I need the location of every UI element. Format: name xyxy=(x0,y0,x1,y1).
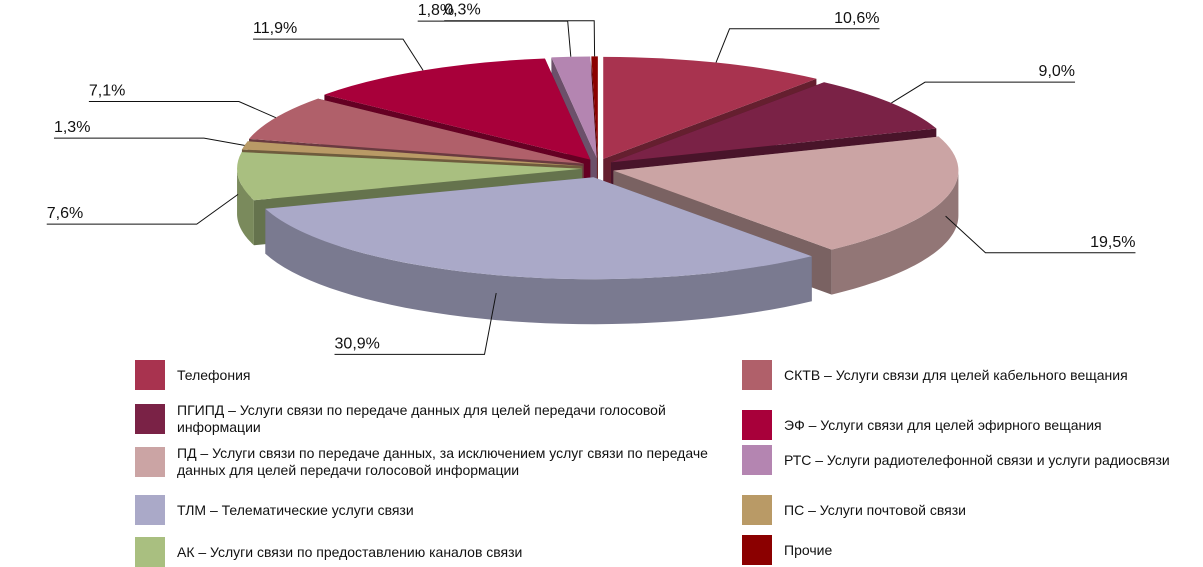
legend-swatch xyxy=(742,410,772,440)
legend-label: Телефония xyxy=(177,366,251,383)
legend-item: ПС – Услуги почтовой связи xyxy=(742,495,1202,525)
slice-top xyxy=(591,56,598,159)
slice-top xyxy=(241,141,583,167)
legend-swatch xyxy=(742,360,772,390)
legend-item: РТС – Услуги радиотелефонной связи и усл… xyxy=(742,445,1202,475)
legend-swatch xyxy=(135,404,165,434)
leader-line xyxy=(46,194,239,225)
legend-swatch xyxy=(742,445,772,475)
legend-swatch xyxy=(742,495,772,525)
slice xyxy=(265,177,812,325)
leader-line xyxy=(444,20,596,57)
data-label: 10,6% xyxy=(834,10,879,27)
leader-line xyxy=(88,101,277,119)
legend-label: ТЛМ – Телематические услуги связи xyxy=(177,501,414,518)
leader-line xyxy=(891,81,1076,104)
data-label: 19,5% xyxy=(1090,234,1135,251)
legend-label: СКТВ – Услуги связи для целей кабельного… xyxy=(784,366,1128,383)
legend-item: Прочие xyxy=(742,535,1202,565)
legend-swatch xyxy=(742,535,772,565)
legend-item: ТЛМ – Телематические услуги связи xyxy=(135,495,725,525)
legend-label: Прочие xyxy=(784,541,833,558)
slice-top xyxy=(611,82,937,163)
slice-wall xyxy=(265,208,812,325)
legend-label: ЭФ – Услуги связи для целей эфирного вещ… xyxy=(784,416,1102,433)
legend-item: СКТВ – Услуги связи для целей кабельного… xyxy=(742,360,1202,390)
legend-item: Телефония xyxy=(135,360,725,390)
data-label: 11,9% xyxy=(253,20,297,37)
data-label: 1,8% xyxy=(418,2,454,19)
leader-line xyxy=(334,292,497,355)
data-label: 7,6% xyxy=(47,205,83,222)
data-label: 0,3% xyxy=(444,2,480,19)
slice-top xyxy=(613,136,959,250)
data-label: 9,0% xyxy=(1039,63,1075,80)
legend-swatch xyxy=(135,360,165,390)
legend-swatch xyxy=(135,537,165,567)
legend-item: ПД – Услуги связи по передаче данных, за… xyxy=(135,445,725,479)
legend-item: ПГИПД – Услуги связи по передаче данных … xyxy=(135,402,725,436)
leader-line xyxy=(53,137,245,146)
slice-top xyxy=(249,98,584,164)
leader-line xyxy=(417,20,572,57)
legend-label: РТС – Услуги радиотелефонной связи и усл… xyxy=(784,451,1170,468)
leader-line xyxy=(715,28,880,63)
legend-swatch xyxy=(135,447,165,477)
slice-top xyxy=(551,56,597,159)
data-label: 1,3% xyxy=(54,119,90,136)
leader-line xyxy=(253,38,424,71)
slice-top xyxy=(603,56,817,159)
slice-top xyxy=(237,152,583,201)
leader-line xyxy=(945,215,1136,254)
slice-top xyxy=(324,58,591,160)
slice-wall xyxy=(237,168,254,246)
legend-label: ПД – Услуги связи по передаче данных, за… xyxy=(177,445,708,478)
legend-item: АК – Услуги связи по предоставлению кана… xyxy=(135,537,725,567)
slice-wall xyxy=(831,170,959,295)
legend-label: АК – Услуги связи по предоставлению кана… xyxy=(177,543,523,560)
legend-swatch xyxy=(135,495,165,525)
data-label: 30,9% xyxy=(335,335,380,352)
data-label: 7,1% xyxy=(89,83,125,100)
slice-top xyxy=(265,177,812,280)
legend-item: ЭФ – Услуги связи для целей эфирного вещ… xyxy=(742,410,1202,440)
legend-label: ПС – Услуги почтовой связи xyxy=(784,501,966,518)
legend-label: ПГИПД – Услуги связи по передаче данных … xyxy=(177,402,666,435)
